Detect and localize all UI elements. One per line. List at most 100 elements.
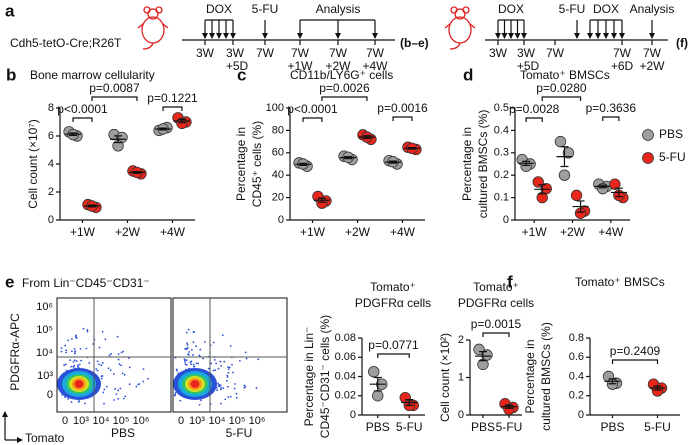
event-dot: [220, 402, 222, 405]
panel-letter: b: [6, 65, 16, 84]
event-dot: [128, 366, 131, 369]
event-dot: [233, 387, 236, 390]
event-dot: [74, 352, 76, 355]
event-label: DOX: [593, 2, 619, 16]
flow-frame: [56, 297, 172, 413]
event-dot: [117, 397, 120, 400]
event-dot: [63, 364, 66, 367]
mouse-icon: [444, 6, 476, 50]
event-dot: [225, 379, 228, 382]
event-dot: [75, 334, 77, 337]
y-tick-label: 0: [278, 214, 284, 226]
panel-letter: c: [237, 65, 246, 84]
y-tick-label: 0.02: [335, 390, 356, 402]
time-label: 7W: [329, 46, 348, 60]
chart-title: Tomato⁺: [370, 280, 416, 294]
flow-x-tick: 10³: [73, 415, 89, 427]
time-label: 7W: [366, 46, 385, 60]
event-dot: [80, 359, 83, 362]
y-tick-label: 0.8: [569, 332, 584, 344]
gate-label: From Lin⁻CD45⁻CD31⁻: [22, 276, 150, 290]
event-dot: [128, 383, 131, 386]
x-tick-label: +1W: [300, 225, 326, 239]
event-dot: [227, 396, 230, 398]
event-dot: [192, 363, 195, 366]
event-dot: [114, 388, 117, 390]
event-dot: [100, 364, 103, 367]
flow-y-tick: 0: [47, 389, 53, 401]
event-dot: [175, 368, 178, 371]
x-tick-label: 5-FU: [644, 420, 671, 434]
chart-title: Tomato⁺ BMSCs: [575, 275, 665, 289]
y-tick-label: 0: [578, 409, 584, 421]
event-dot: [65, 351, 68, 354]
event-dot: [189, 361, 192, 364]
p-value: p=0.0087: [89, 81, 140, 95]
event-label: DOX: [498, 2, 524, 16]
time-label: 3W: [196, 46, 215, 60]
y-tick-label: 0.06: [335, 351, 356, 363]
event-dot: [219, 360, 222, 363]
event-dot: [73, 347, 76, 350]
y-tick-label: 20: [272, 192, 284, 204]
y-tick-label: 0: [48, 214, 54, 226]
bracket: [525, 117, 543, 122]
event-dot: [142, 380, 145, 383]
x-tick-label: +1W: [70, 225, 96, 239]
event-dot: [115, 393, 118, 395]
x-tick-label: 5-FU: [396, 420, 423, 434]
event-dot: [227, 368, 230, 371]
x-tick-label: +4W: [390, 225, 416, 239]
y-axis-label: Percentage in Lin⁻: [302, 327, 316, 427]
event-dot: [224, 398, 227, 401]
y-axis-label: CD45⁺ cells (%): [250, 121, 264, 207]
p-value: p=0.0280: [536, 81, 587, 95]
p-value: p=0.0771: [368, 338, 419, 352]
event-dot: [121, 372, 124, 375]
bracket: [91, 96, 138, 101]
event-label: Analysis: [630, 2, 675, 16]
event-dot: [69, 359, 72, 362]
event-dot: [122, 350, 125, 353]
event-dot: [118, 363, 121, 366]
event-dot: [245, 357, 248, 360]
panel-ref: (b–e): [400, 36, 429, 50]
event-dot: [113, 399, 115, 401]
event-dot: [70, 365, 73, 368]
x-tick-label: +2W: [345, 225, 371, 239]
event-dot: [84, 402, 86, 405]
event-label: 5-FU: [252, 2, 279, 16]
density: [74, 380, 84, 388]
panel-letter: a: [5, 1, 15, 20]
event-dot: [116, 335, 119, 338]
y-tick-label: 0.6: [569, 351, 584, 363]
event-dot: [119, 387, 122, 390]
event-dot: [135, 385, 138, 388]
time-offset: +4W: [362, 59, 388, 73]
y-tick-label: 0.4: [494, 124, 509, 136]
event-dot: [217, 382, 220, 385]
event-dot: [216, 389, 218, 392]
event-dot: [77, 365, 79, 368]
event-dot: [98, 363, 101, 366]
event-dot: [221, 334, 224, 337]
time-offset: +5D: [226, 59, 249, 73]
event-dot: [235, 392, 238, 395]
event-dot: [60, 350, 63, 353]
event-dot: [117, 389, 120, 392]
chart-title: Bone marrow cellularity: [30, 68, 155, 82]
event-dot: [128, 357, 130, 360]
event-dot: [186, 347, 188, 350]
event-dot: [101, 330, 104, 333]
event-dot: [98, 346, 101, 349]
event-label: DOX: [206, 2, 232, 16]
event-dot: [73, 351, 76, 353]
time-label: 3W: [489, 46, 508, 60]
event-dot: [226, 376, 229, 378]
event-dot: [70, 350, 73, 353]
panel-ref: (f): [676, 36, 688, 50]
mouse-icon: [137, 6, 169, 50]
flow-y-tick: 10³: [37, 370, 53, 382]
event-dot: [244, 351, 247, 354]
